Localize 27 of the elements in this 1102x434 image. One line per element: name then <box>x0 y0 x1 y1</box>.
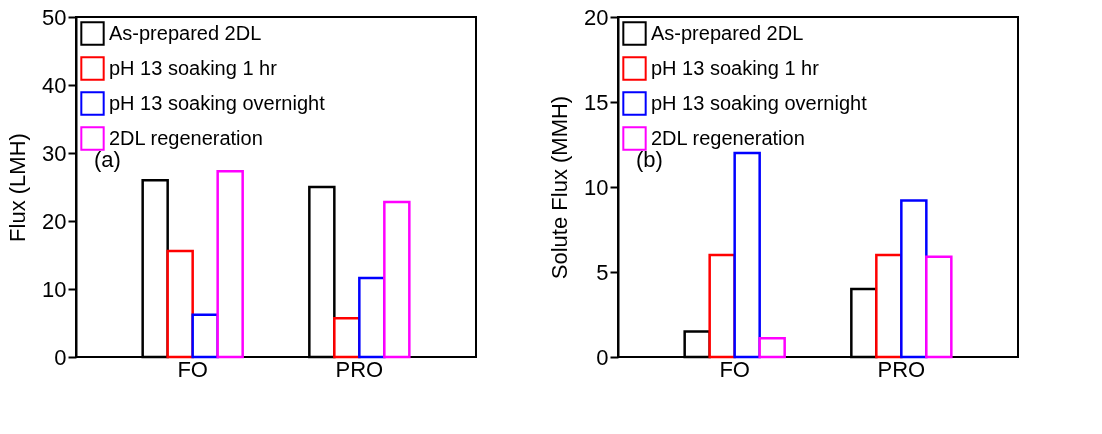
y-tick-label: 0 <box>54 344 67 370</box>
y-axis-title: Solute Flux (MMH) <box>547 95 573 280</box>
legend-label: pH 13 soaking overnight <box>651 91 868 114</box>
y-tick-label: 10 <box>42 276 67 302</box>
annotation: (a) <box>94 146 121 172</box>
legend-label: 2DL regeneration <box>109 126 263 149</box>
legend-label: 2DL regeneration <box>651 126 805 149</box>
y-tick-label: 50 <box>42 4 67 30</box>
legend-label: As-prepared 2DL <box>109 21 262 44</box>
y-axis-title: Flux (LMH) <box>5 133 31 242</box>
y-tick-label: 30 <box>42 140 67 166</box>
y-tick-label: 40 <box>42 72 67 98</box>
x-tick-label: FO <box>719 356 750 382</box>
x-tick-label: PRO <box>877 356 926 382</box>
y-tick-label: 20 <box>584 4 609 30</box>
y-tick-label: 15 <box>584 89 609 115</box>
x-tick-label: PRO <box>335 356 384 382</box>
legend-label: pH 13 soaking 1 hr <box>651 56 820 79</box>
legend-label: pH 13 soaking 1 hr <box>109 56 278 79</box>
legend-label: pH 13 soaking overnight <box>109 91 326 114</box>
y-tick-label: 20 <box>42 208 67 234</box>
y-tick-label: 0 <box>596 344 609 370</box>
y-tick-label: 10 <box>584 174 609 200</box>
legend-label: As-prepared 2DL <box>651 21 804 44</box>
annotation: (b) <box>636 146 663 172</box>
y-tick-label: 5 <box>596 259 609 285</box>
x-tick-label: FO <box>177 356 208 382</box>
